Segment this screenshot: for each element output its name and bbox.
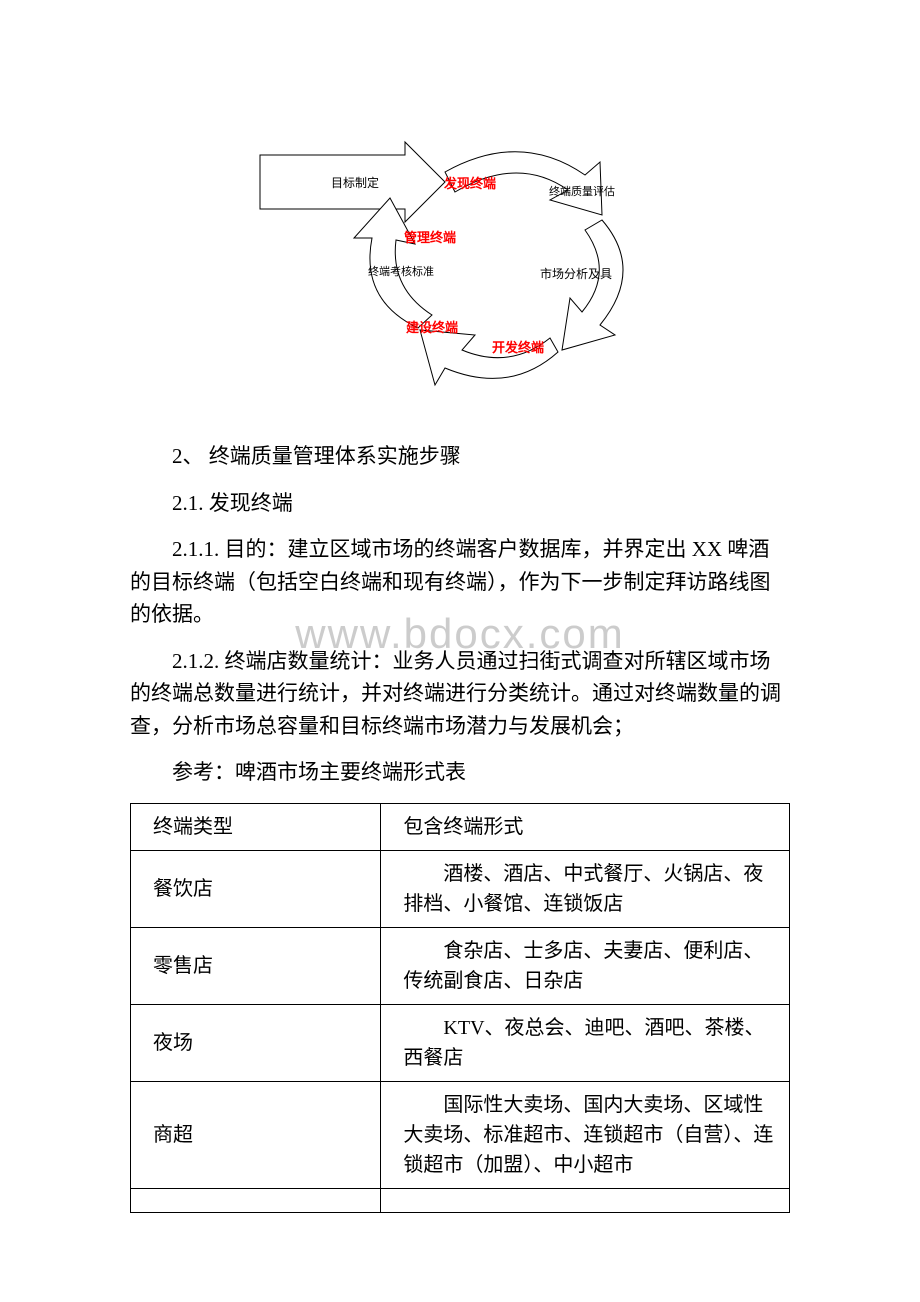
diagram-label-market: 市场分析及具	[540, 266, 612, 281]
paragraph-2-1-2: 2.1.2. 终端店数量统计：业务人员通过扫街式调查对所辖区域市场的终端总数量进…	[130, 645, 790, 743]
table-cell-type: 夜场	[131, 1004, 381, 1081]
table-row-empty	[131, 1188, 790, 1212]
table-header-row: 终端类型 包含终端形式	[131, 803, 790, 850]
table-cell-type: 商超	[131, 1081, 381, 1188]
heading-2-1: 2.1. 发现终端	[130, 487, 790, 520]
table-row: 餐饮店 酒楼、酒店、中式餐厅、火锅店、夜排档、小餐馆、连锁饭店	[131, 850, 790, 927]
diagram-label-goal: 目标制定	[331, 175, 379, 190]
table-cell-type: 餐饮店	[131, 850, 381, 927]
table-row: 商超 国际性大卖场、国内大卖场、区域性大卖场、标准超市、连锁超市（自营）、连锁超…	[131, 1081, 790, 1188]
diagram-label-develop: 开发终端	[492, 340, 544, 355]
diagram-label-topRight: 终端质量评估	[549, 184, 615, 198]
diagram-label-build: 建设终端	[406, 320, 458, 335]
table-cell-form: 国际性大卖场、国内大卖场、区域性大卖场、标准超市、连锁超市（自营）、连锁超市（加…	[381, 1081, 790, 1188]
table-cell-type: 零售店	[131, 927, 381, 1004]
diagram-label-discover: 发现终端	[443, 176, 496, 191]
diagram-label-standard: 终端考核标准	[368, 264, 434, 278]
table-cell-empty	[381, 1188, 790, 1212]
heading-2: 2、 终端质量管理体系实施步骤	[130, 440, 790, 473]
table-row: 夜场 KTV、夜总会、迪吧、酒吧、茶楼、西餐店	[131, 1004, 790, 1081]
table-cell-form: 酒楼、酒店、中式餐厅、火锅店、夜排档、小餐馆、连锁饭店	[381, 850, 790, 927]
table-cell-form: KTV、夜总会、迪吧、酒吧、茶楼、西餐店	[381, 1004, 790, 1081]
table-header-form: 包含终端形式	[381, 803, 790, 850]
terminal-form-table: 终端类型 包含终端形式 餐饮店 酒楼、酒店、中式餐厅、火锅店、夜排档、小餐馆、连…	[130, 803, 790, 1213]
diagram-label-manage: 管理终端	[404, 230, 456, 245]
table-header-type: 终端类型	[131, 803, 381, 850]
table-cell-empty	[131, 1188, 381, 1212]
paragraph-2-1-1: 2.1.1. 目的：建立区域市场的终端客户数据库，并界定出 XX 啤酒的目标终端…	[130, 533, 790, 631]
table-row: 零售店 食杂店、士多店、夫妻店、便利店、传统副食店、日杂店	[131, 927, 790, 1004]
cycle-diagram: 目标制定 发现终端 终端质量评估 市场分析及具 开发终端 建设终端 终端考核标准…	[250, 100, 670, 400]
table-cell-form: 食杂店、士多店、夫妻店、便利店、传统副食店、日杂店	[381, 927, 790, 1004]
reference-line: 参考：啤酒市场主要终端形式表	[130, 756, 790, 789]
